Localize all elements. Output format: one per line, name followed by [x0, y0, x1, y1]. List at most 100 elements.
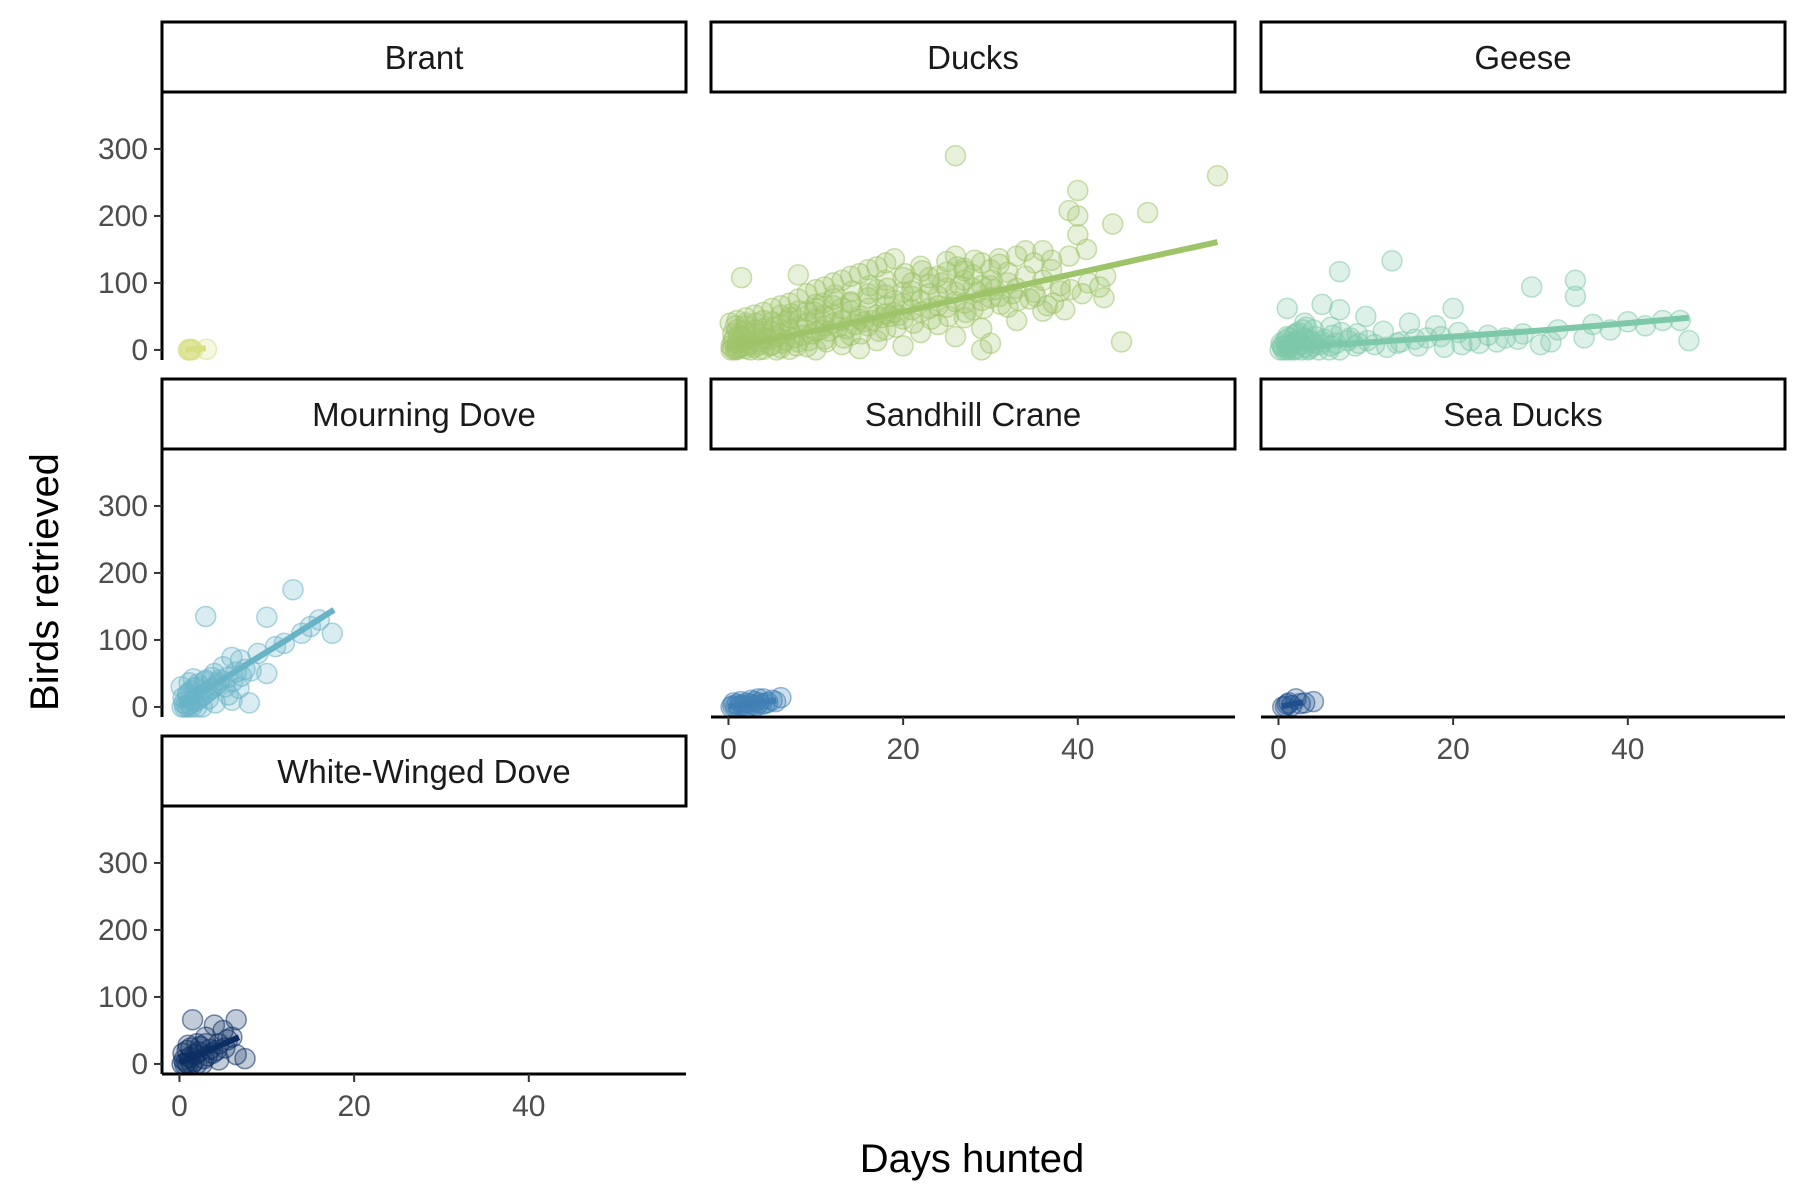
data-point: [1398, 312, 1421, 334]
data-point: [238, 692, 261, 714]
data-point: [970, 339, 993, 361]
y-tick-label: 100: [98, 981, 148, 1014]
data-point: [894, 262, 916, 285]
data-point: [1442, 297, 1464, 320]
panel-sandhill-crane: Sandhill Crane 0 20 40: [709, 377, 1237, 766]
data-point: [824, 284, 846, 306]
data-point: [832, 327, 855, 349]
strip-box: [160, 20, 688, 94]
panel-geese: Geese: [1259, 20, 1787, 361]
data-point: [1067, 179, 1089, 202]
strip-box: [160, 377, 688, 451]
x-tick-label: 0: [720, 733, 737, 766]
data-point: [867, 320, 890, 342]
y-tick-label: 0: [131, 334, 148, 367]
data-point: [920, 308, 942, 330]
x-tick-label: 0: [1270, 733, 1287, 766]
y-tick-label: 200: [98, 914, 148, 947]
data-point: [194, 605, 217, 628]
y-tick-label: 100: [98, 267, 148, 300]
x-tick-label: 40: [1611, 733, 1644, 766]
data-point: [182, 668, 205, 690]
fit-line: [1278, 314, 1690, 351]
data-point: [979, 258, 1002, 281]
data-point: [1328, 299, 1351, 321]
data-point: [1311, 293, 1333, 316]
strip-box: [1259, 20, 1787, 94]
data-point: [1007, 289, 1030, 312]
data-point: [1110, 331, 1133, 353]
data-point: [780, 303, 803, 325]
x-tick-label: 40: [1061, 733, 1094, 766]
data-point: [911, 260, 934, 282]
data-point: [1206, 165, 1229, 187]
fit-line: [727, 239, 1219, 351]
data-point: [944, 144, 967, 167]
y-tick-label: 200: [98, 200, 148, 233]
data-point: [730, 266, 753, 289]
data-point: [1067, 205, 1089, 227]
data-point: [1381, 250, 1403, 272]
data-point: [885, 316, 907, 338]
y-tick-label: 0: [131, 691, 148, 724]
data-point: [1564, 269, 1587, 292]
data-point: [204, 692, 227, 714]
data-point: [963, 249, 986, 271]
data-point: [1093, 286, 1115, 309]
data-point: [282, 578, 304, 601]
y-tick-label: 200: [98, 557, 148, 590]
y-tick-label: 300: [98, 847, 148, 880]
x-tick-label: 20: [337, 1090, 370, 1123]
panel-brant: Brant 0 100 200 300: [98, 20, 688, 367]
y-tick-label: 100: [98, 624, 148, 657]
data-point: [859, 274, 881, 297]
data-point: [936, 261, 958, 283]
data-point: [883, 248, 906, 270]
data-point: [228, 677, 250, 699]
strip-box: [160, 734, 688, 808]
strip-label: Brant: [385, 39, 464, 76]
x-axis-title: Days hunted: [860, 1137, 1085, 1181]
data-point: [1040, 249, 1063, 271]
data-point: [839, 290, 862, 313]
data-point: [787, 264, 810, 286]
panel-white-winged-dove: White-Winged Dove 0 100 200 300 0 20 40: [98, 734, 688, 1123]
data-point: [944, 325, 967, 348]
data-point: [1355, 305, 1377, 328]
y-tick-label: 300: [98, 133, 148, 166]
y-tick-label: 0: [131, 1048, 148, 1081]
panel-ducks: Ducks: [709, 20, 1237, 361]
data-point: [931, 272, 954, 294]
data-point: [1088, 276, 1111, 298]
data-point: [1540, 331, 1562, 353]
panel-sea-ducks: Sea Ducks 0 20 40: [1259, 377, 1787, 766]
data-point: [937, 305, 960, 328]
strip-label: Ducks: [927, 39, 1019, 76]
data-point: [815, 331, 838, 353]
data-point: [1101, 213, 1124, 235]
data-point: [1053, 299, 1076, 321]
fit-line: [728, 697, 777, 710]
data-point: [902, 312, 925, 334]
strip-box: [709, 20, 1237, 94]
x-tick-label: 20: [886, 733, 919, 766]
fit-line: [185, 345, 206, 353]
data-point: [1564, 285, 1587, 308]
data-point: [724, 315, 747, 337]
x-tick-label: 20: [1436, 733, 1469, 766]
data-point: [1520, 276, 1543, 298]
fit-line: [177, 607, 336, 709]
data-point: [1036, 294, 1058, 317]
panel-mourning-dove: Mourning Dove 0 100 200 300: [98, 377, 688, 724]
data-point: [1328, 260, 1351, 283]
data-point: [256, 662, 278, 685]
strip-label: Sea Ducks: [1443, 396, 1603, 433]
data-point: [1075, 238, 1098, 261]
fit-line: [178, 1034, 241, 1066]
data-point: [955, 301, 977, 324]
x-tick-label: 0: [171, 1090, 188, 1123]
data-point: [972, 297, 995, 320]
data-point: [812, 292, 834, 314]
